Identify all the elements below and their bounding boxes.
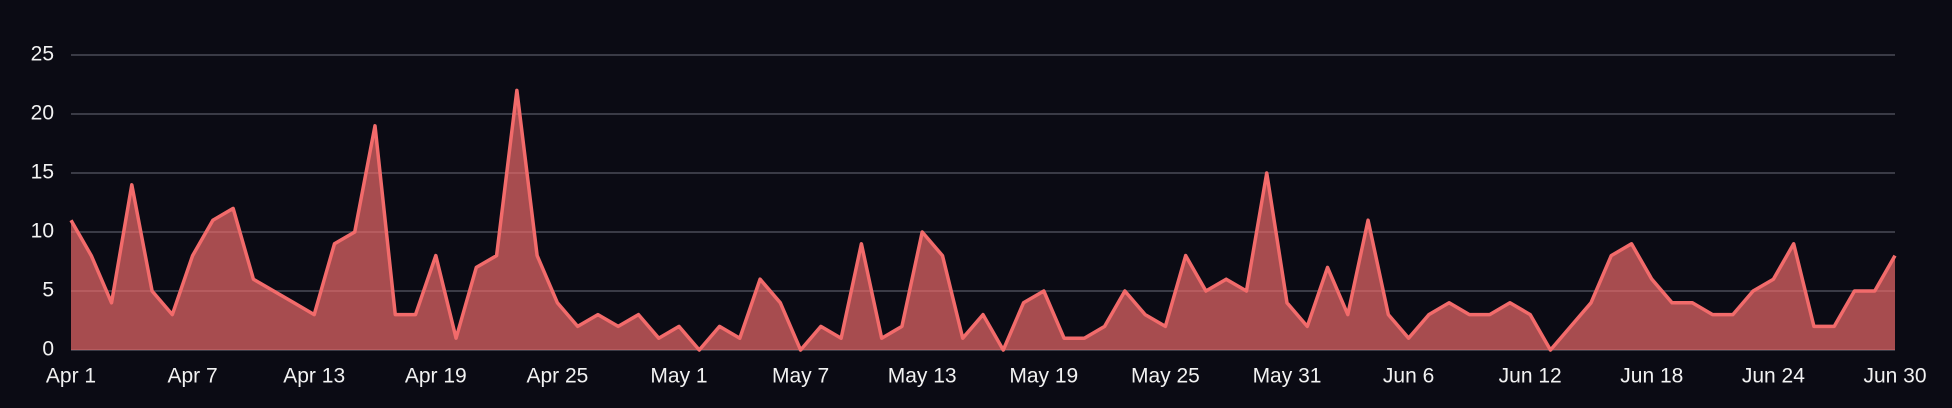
x-tick-label: Jun 18 (1620, 365, 1683, 388)
y-tick-label: 15 (31, 161, 54, 184)
x-tick-label: Jun 24 (1742, 365, 1805, 388)
x-tick-label: Jun 6 (1383, 365, 1434, 388)
x-tick-label: Apr 13 (283, 365, 345, 388)
y-tick-label: 10 (31, 220, 54, 243)
x-tick-label: May 19 (1009, 365, 1078, 388)
y-tick-label: 25 (31, 43, 54, 66)
y-tick-label: 5 (42, 279, 54, 302)
x-tick-label: Apr 25 (526, 365, 588, 388)
x-tick-label: Apr 7 (167, 365, 217, 388)
y-tick-label: 20 (31, 102, 54, 125)
x-tick-label: May 13 (888, 365, 957, 388)
area-line (69, 88, 1897, 352)
x-tick-label: May 1 (650, 365, 707, 388)
x-tick-label: May 31 (1253, 365, 1322, 388)
y-tick-label: 0 (42, 338, 54, 361)
x-tick-label: May 25 (1131, 365, 1200, 388)
area-fill (71, 90, 1895, 351)
x-tick-label: Jun 12 (1499, 365, 1562, 388)
x-tick-label: Apr 19 (405, 365, 467, 388)
x-tick-label: Jun 30 (1863, 365, 1926, 388)
x-tick-label: Apr 1 (46, 365, 96, 388)
x-tick-label: May 7 (772, 365, 829, 388)
